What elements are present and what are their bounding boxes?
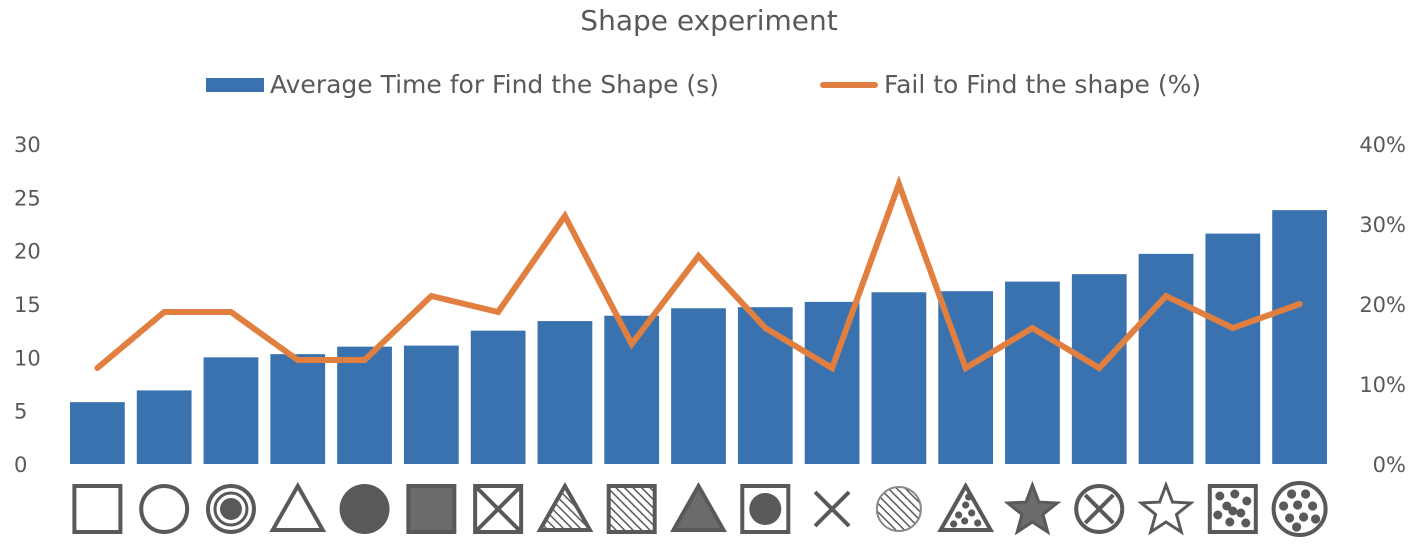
chart-title: Shape experiment: [580, 4, 838, 37]
star-icon: [1137, 480, 1195, 536]
circle-icon: [139, 484, 190, 534]
bar-filled-square: [403, 345, 459, 464]
legend-label-line: Fail to Find the shape (%): [884, 70, 1202, 99]
bar-x-cross: [804, 301, 860, 464]
square-icon: [72, 484, 123, 534]
legend-item-bar: Average Time for Find the Shape (s): [206, 70, 719, 99]
bar-bullseye-circle: [203, 357, 259, 464]
y-left-tick-label: 25: [14, 186, 41, 210]
y-left-tick-label: 5: [14, 400, 27, 424]
y-left-tick-label: 30: [14, 133, 41, 157]
dotted-circle-icon: [1271, 481, 1328, 537]
y-left-tick-label: 10: [14, 346, 41, 370]
legend: Average Time for Find the Shape (s) Fail…: [0, 70, 1418, 106]
bar-hatched-circle: [871, 292, 927, 464]
filled-circle-icon: [339, 484, 390, 534]
y-right-tick-label: 0%: [1373, 453, 1406, 477]
bar-circle: [136, 390, 192, 464]
y-left-tick-label: 20: [14, 240, 41, 264]
bullseye-circle-icon: [205, 484, 256, 534]
bar-dotted-square: [1205, 233, 1261, 464]
hatched-circle-icon: [875, 486, 922, 532]
bar-dotted-circle: [1272, 210, 1327, 464]
bar-crossed-square: [470, 330, 526, 464]
square-with-dot-icon: [740, 484, 791, 534]
bar-square: [70, 402, 125, 464]
line-series-fail: [94, 175, 1303, 373]
bar-triangle: [270, 354, 326, 464]
y-left-tick-label: 15: [14, 293, 41, 317]
bar-hatched-triangle: [537, 321, 593, 464]
bar-filled-star: [1005, 281, 1060, 464]
filled-triangle-icon: [670, 481, 727, 532]
filled-square-icon: [406, 484, 457, 534]
y-right-tick-label: 40%: [1359, 133, 1406, 157]
legend-swatch-bar: [206, 77, 264, 92]
y-right-tick-label: 10%: [1359, 373, 1406, 397]
filled-star-icon: [1003, 480, 1062, 536]
y-right-tick-label: 30%: [1359, 213, 1406, 237]
y-left-tick-label: 0: [14, 453, 27, 477]
legend-swatch-line: [820, 81, 878, 88]
legend-label-bar: Average Time for Find the Shape (s): [270, 70, 719, 99]
dotted-triangle-icon: [937, 481, 995, 532]
bar-square-with-dot: [737, 307, 793, 464]
crossed-circle-icon: [1074, 484, 1125, 534]
hatched-triangle-icon: [536, 481, 594, 532]
bar-filled-circle: [337, 346, 392, 464]
hatched-square-icon: [606, 484, 657, 534]
bar-star: [1138, 253, 1194, 464]
bar-filled-triangle: [671, 308, 726, 464]
y-right-tick-label: 20%: [1359, 293, 1406, 317]
dotted-square-icon: [1207, 484, 1258, 534]
triangle-icon: [269, 481, 327, 532]
legend-item-line: Fail to Find the shape (%): [820, 70, 1201, 99]
crossed-square-icon: [473, 484, 524, 534]
x-cross-icon: [813, 490, 851, 528]
